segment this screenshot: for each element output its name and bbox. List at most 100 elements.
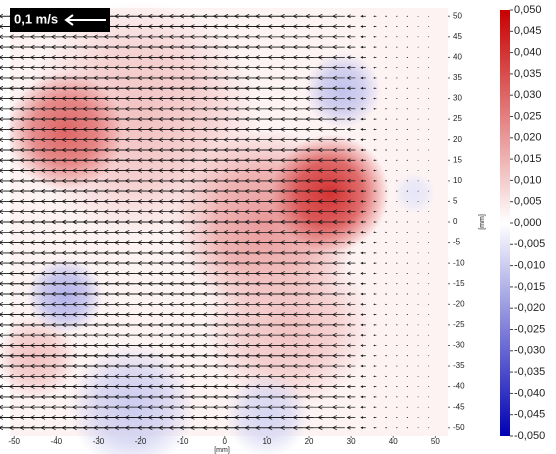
vector [360, 200, 366, 203]
y-tick-label: -45 [453, 402, 465, 411]
vector [317, 157, 335, 163]
x-tick-label: 20 [305, 437, 314, 446]
vector [346, 14, 356, 19]
vector [360, 148, 366, 152]
vector [346, 178, 356, 183]
vector [317, 96, 335, 101]
vector [373, 426, 377, 429]
vector [346, 374, 356, 379]
vector [332, 85, 345, 91]
vector [360, 158, 366, 162]
vector [360, 303, 366, 306]
vector [317, 85, 335, 91]
colorbar-tick-label: -0,025 [514, 323, 545, 335]
y-tick-label: 10 [453, 176, 462, 185]
field-region [5, 72, 124, 191]
vector [360, 364, 366, 368]
vector [317, 260, 335, 266]
vector [332, 322, 345, 328]
vector [317, 168, 335, 173]
vector [360, 179, 366, 183]
vector [332, 188, 345, 194]
vector [346, 34, 356, 39]
vector [317, 322, 335, 328]
y-tick-label: -15 [453, 279, 465, 288]
y-tick-label: 5 [453, 197, 458, 206]
vector [373, 25, 377, 28]
field-region [393, 172, 436, 215]
vector [346, 415, 356, 420]
vector [373, 190, 377, 192]
y-tick-label: 45 [453, 32, 462, 41]
vector [360, 107, 366, 111]
colorbar: 0,050 0,045 0,040 0,035 0,030 0,025 0,020 0,015… [500, 4, 545, 442]
vector [360, 76, 366, 80]
vector [332, 343, 345, 348]
vector [332, 75, 345, 81]
vector [360, 86, 366, 90]
vector [373, 385, 377, 388]
vector [373, 149, 377, 151]
vector [317, 374, 335, 379]
colorbar-gradient [500, 10, 510, 436]
vector [317, 250, 335, 256]
x-tick-label: 0 [223, 437, 228, 446]
vector [360, 405, 366, 409]
vector [346, 86, 356, 91]
vector [317, 65, 335, 70]
colorbar-tick-label: 0,015 [514, 153, 542, 165]
vector [360, 395, 366, 399]
vector [317, 55, 335, 60]
vector [360, 220, 366, 224]
x-tick-label: -30 [93, 437, 105, 446]
x-axis-label: [mm] [214, 447, 230, 454]
vector [360, 128, 366, 131]
vector [332, 137, 345, 143]
vector [317, 343, 335, 348]
x-tick-label: -20 [135, 437, 147, 446]
vector [373, 56, 377, 59]
y-tick-label: -50 [453, 423, 465, 432]
vector [346, 250, 356, 255]
vector [346, 425, 356, 430]
vector [332, 199, 345, 204]
vector [346, 148, 356, 152]
vector [346, 271, 356, 276]
vector [332, 281, 345, 287]
vector [373, 15, 377, 18]
vector [346, 333, 356, 338]
vector [332, 65, 345, 70]
colorbar-tick-label: 0,050 [514, 4, 542, 16]
vector [373, 108, 377, 110]
vector [360, 169, 366, 172]
vector [332, 178, 345, 184]
vector [373, 272, 377, 275]
colorbar-tick-label: 0,045 [514, 25, 542, 37]
vector [332, 24, 345, 29]
colorbar-tick-label: -0,010 [514, 260, 545, 272]
vector [346, 230, 356, 235]
y-tick-label: 0 [453, 217, 458, 226]
vector [346, 240, 356, 245]
scale-label: 0,1 m/s [14, 11, 58, 26]
y-tick-label: -20 [453, 299, 465, 308]
vector [332, 374, 345, 379]
colorbar-tick-label: -0,050 [514, 430, 545, 442]
vector [332, 394, 345, 400]
colorbar-tick-label: 0,020 [514, 132, 542, 144]
vector [373, 77, 377, 79]
vector [346, 199, 356, 204]
vector [317, 415, 335, 420]
vector [332, 55, 345, 60]
vector [317, 147, 335, 153]
y-tick-label: 25 [453, 114, 462, 123]
arrows [0, 13, 430, 431]
vector [346, 168, 356, 173]
vector [332, 116, 345, 122]
colorbar-tick-label: 0,010 [514, 174, 542, 186]
vector [317, 199, 335, 204]
vector [360, 385, 366, 388]
vector [332, 363, 345, 369]
vector [317, 127, 335, 132]
vector [332, 353, 345, 359]
